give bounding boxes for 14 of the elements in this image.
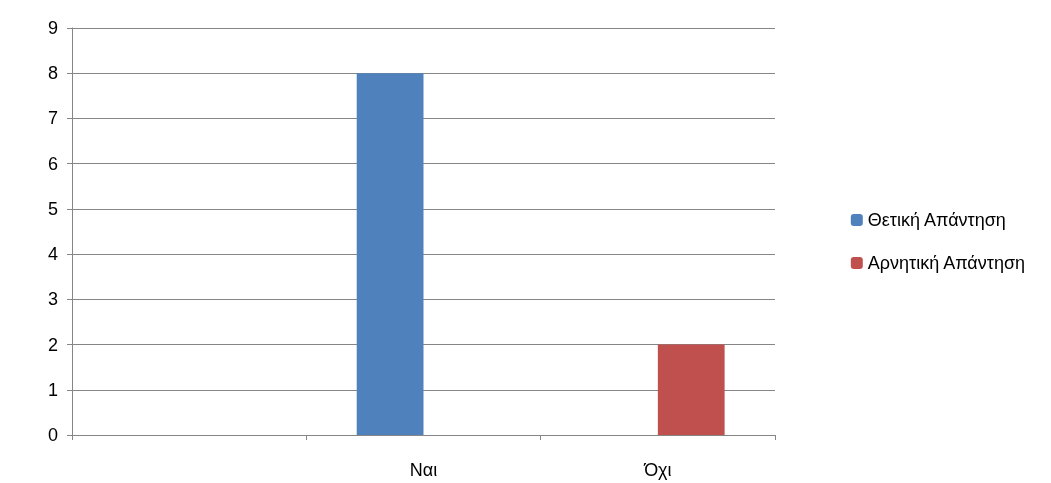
x-tick-label: Ναι — [409, 460, 438, 480]
y-tick-label: 6 — [47, 153, 58, 174]
y-tick-label: 5 — [47, 198, 58, 219]
y-tick-label: 0 — [47, 425, 58, 445]
x-tick-label: Όχι — [643, 460, 672, 480]
y-tick-label: 7 — [47, 108, 58, 129]
legend-label: Θετική Απάντηση — [867, 210, 1006, 230]
y-tick-label: 1 — [47, 379, 58, 400]
legend-label: Αρνητική Απάντηση — [867, 253, 1026, 273]
y-tick-label: 9 — [47, 18, 58, 38]
y-tick-label: 8 — [47, 63, 58, 84]
y-tick-label: 2 — [47, 334, 58, 355]
y-tick-label: 3 — [47, 289, 58, 310]
y-tick-label: 4 — [47, 244, 58, 265]
